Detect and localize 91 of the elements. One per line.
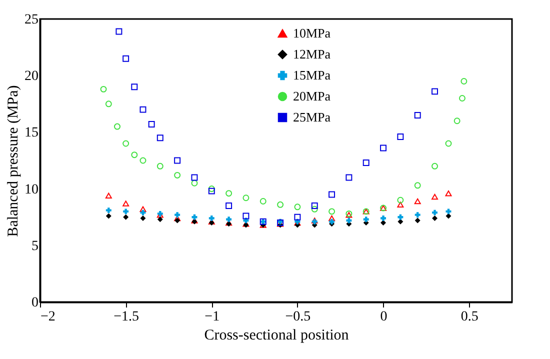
point — [380, 144, 387, 152]
point — [311, 206, 318, 212]
y-tick-label: 5 — [32, 238, 38, 254]
point — [432, 88, 438, 95]
point — [174, 218, 180, 224]
legend-label: 10MPa — [293, 26, 331, 40]
point — [432, 194, 438, 200]
point — [398, 214, 404, 220]
point — [131, 152, 138, 158]
point — [156, 162, 164, 170]
point — [458, 95, 466, 102]
point — [362, 160, 370, 166]
legend-label: 25MPa — [293, 110, 331, 124]
point — [397, 133, 404, 140]
y-tick-label: 15 — [24, 126, 38, 141]
x-axis-title: Cross-sectional position — [204, 328, 350, 344]
point — [454, 118, 460, 124]
point — [174, 157, 181, 164]
point — [328, 215, 336, 222]
point — [397, 202, 404, 208]
point — [157, 216, 163, 222]
y-tick-label: 20 — [24, 69, 38, 84]
point — [432, 215, 438, 221]
point — [174, 212, 180, 218]
point — [122, 55, 130, 62]
point — [140, 157, 146, 164]
point — [122, 200, 130, 206]
point — [226, 216, 232, 222]
point — [116, 28, 122, 35]
point — [208, 215, 214, 221]
point — [148, 121, 155, 128]
point — [380, 220, 386, 226]
x-tick-label: −0.5 — [285, 310, 311, 324]
point — [363, 216, 369, 222]
point — [432, 162, 438, 170]
point — [311, 202, 318, 210]
point — [380, 215, 386, 221]
x-tick-label: −1 — [204, 310, 220, 324]
y-tick-label: 0 — [32, 296, 38, 310]
point — [226, 202, 232, 210]
point — [191, 180, 198, 186]
legend-label: 20MPa — [293, 88, 331, 104]
point — [123, 214, 129, 220]
point — [414, 198, 421, 204]
legend-label: 15MPa — [293, 68, 331, 82]
point — [445, 140, 452, 147]
point — [414, 218, 420, 224]
x-tick-label: −1.5 — [114, 310, 140, 324]
point — [460, 78, 468, 84]
point — [277, 201, 284, 208]
point — [329, 218, 335, 224]
y-axis-title: Balanced pressure (MPa) — [6, 85, 22, 237]
point — [432, 210, 438, 216]
y-tick-label: 25 — [24, 12, 38, 28]
point — [100, 86, 107, 92]
point — [445, 190, 452, 196]
point — [414, 182, 421, 189]
point — [192, 214, 198, 220]
point — [226, 190, 232, 197]
point — [191, 174, 198, 181]
point — [106, 208, 112, 214]
point — [294, 214, 301, 220]
point — [260, 198, 266, 204]
point — [140, 210, 146, 216]
point — [242, 194, 250, 202]
legend-label: 12MPa — [293, 46, 331, 62]
point — [123, 208, 129, 214]
point — [106, 213, 112, 219]
point — [140, 206, 146, 212]
point — [328, 208, 336, 215]
x-tick-label: −2 — [40, 310, 56, 324]
point — [294, 204, 301, 210]
point — [114, 123, 120, 130]
point — [346, 174, 352, 181]
point — [414, 212, 420, 218]
point — [105, 100, 112, 108]
x-tick-label: 0.5 — [460, 310, 478, 324]
point — [174, 215, 181, 222]
point — [140, 215, 146, 221]
x-tick-label: 0 — [380, 310, 388, 324]
point — [105, 192, 112, 198]
point — [131, 84, 138, 90]
point — [397, 196, 404, 204]
point — [242, 212, 250, 220]
point — [328, 191, 336, 198]
y-tick-label: 10 — [24, 182, 38, 198]
point — [174, 172, 181, 178]
point — [140, 106, 146, 113]
point — [414, 112, 421, 118]
point — [156, 134, 164, 142]
point — [122, 140, 130, 147]
